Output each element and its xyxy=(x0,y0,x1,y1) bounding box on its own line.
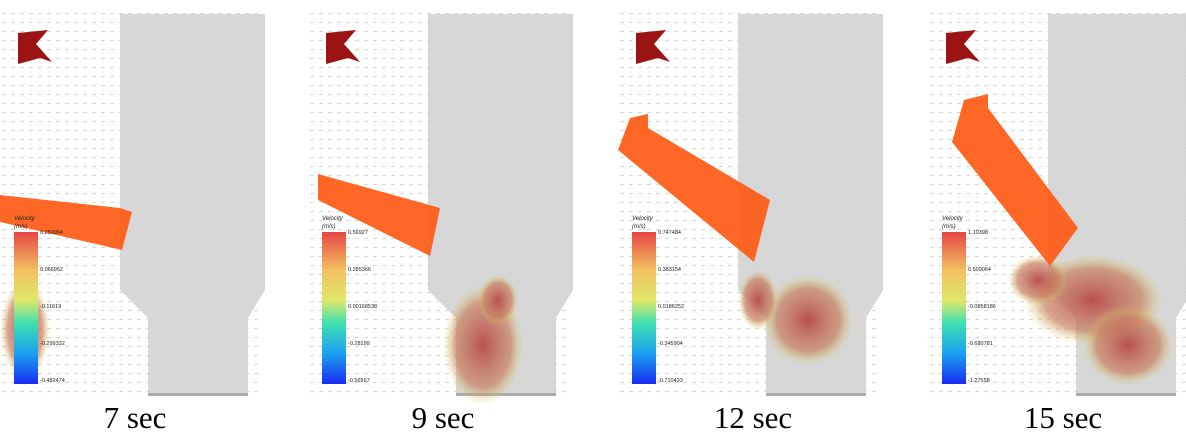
colorbar-title: Velocity xyxy=(632,216,654,222)
panel: Velocity (m/s) 0.56927 0.285366 0.00168538 -0… xyxy=(308,10,573,435)
colorbar-tick: -0.299332 xyxy=(40,341,65,347)
particle-cluster xyxy=(763,275,853,365)
particle-cluster xyxy=(738,270,778,330)
page: Velocity (m/s) 0.250094 0.066952 -0.11619 -0.… xyxy=(0,0,1186,437)
colorbar-unit: (m/s) xyxy=(322,224,336,230)
colorbar xyxy=(632,232,656,384)
panel: Velocity (m/s) 1.10398 0.509064 -0.0858186 -0… xyxy=(928,10,1186,435)
colorbar-tick: 1.10398 xyxy=(968,230,988,236)
colorbar-title: Velocity xyxy=(942,216,964,222)
colorbar-tick: -1.27558 xyxy=(968,378,990,384)
floor xyxy=(1076,393,1176,396)
colorbar-unit: (m/s) xyxy=(632,224,646,230)
colorbar-tick: -0.680781 xyxy=(968,341,993,347)
caption: 15 sec xyxy=(1024,400,1102,435)
colorbar-tick: -0.710433 xyxy=(658,378,683,384)
colorbar-tick: -0.345904 xyxy=(658,341,683,347)
colorbar-tick: 0.56927 xyxy=(348,230,368,236)
colorbar-tick: 0.066952 xyxy=(40,267,63,273)
colorbar xyxy=(942,232,966,384)
panel: Velocity (m/s) 0.747484 0.383154 0.0186252 -0… xyxy=(618,10,883,435)
colorbar xyxy=(322,232,346,384)
colorbar-title: Velocity xyxy=(322,216,344,222)
colorbar-tick: 0.285366 xyxy=(348,267,371,273)
colorbar-tick: 0.00168538 xyxy=(348,304,377,310)
colorbar-tick: -0.0858186 xyxy=(968,304,996,310)
colorbar-tick: 0.509064 xyxy=(968,267,991,273)
caption: 7 sec xyxy=(104,400,167,435)
particle-cluster xyxy=(1008,255,1068,305)
particle-cluster xyxy=(478,275,518,325)
colorbar-tick: -0.56567 xyxy=(348,378,370,384)
figure: Velocity (m/s) 0.250094 0.066952 -0.11619 -0.… xyxy=(0,0,1186,437)
colorbar-tick: 0.0186252 xyxy=(658,304,684,310)
colorbar-unit: (m/s) xyxy=(942,224,956,230)
colorbar-tick: -0.11619 xyxy=(40,304,61,310)
colorbar-title: Velocity xyxy=(14,216,36,222)
colorbar-tick: 0.747484 xyxy=(658,230,681,236)
colorbar-tick: 0.250094 xyxy=(40,230,63,236)
floor xyxy=(148,393,248,396)
colorbar-unit: (m/s) xyxy=(14,224,28,230)
colorbar-tick: -0.482474 xyxy=(40,378,65,384)
caption: 12 sec xyxy=(714,400,792,435)
colorbar-tick: 0.383154 xyxy=(658,267,681,273)
panel: Velocity (m/s) 0.250094 0.066952 -0.11619 -0.… xyxy=(0,10,265,435)
floor xyxy=(766,393,866,396)
colorbar xyxy=(14,232,38,384)
caption: 9 sec xyxy=(412,400,475,435)
particle-cluster xyxy=(1083,305,1173,385)
colorbar-tick: -0.28199 xyxy=(348,341,370,347)
